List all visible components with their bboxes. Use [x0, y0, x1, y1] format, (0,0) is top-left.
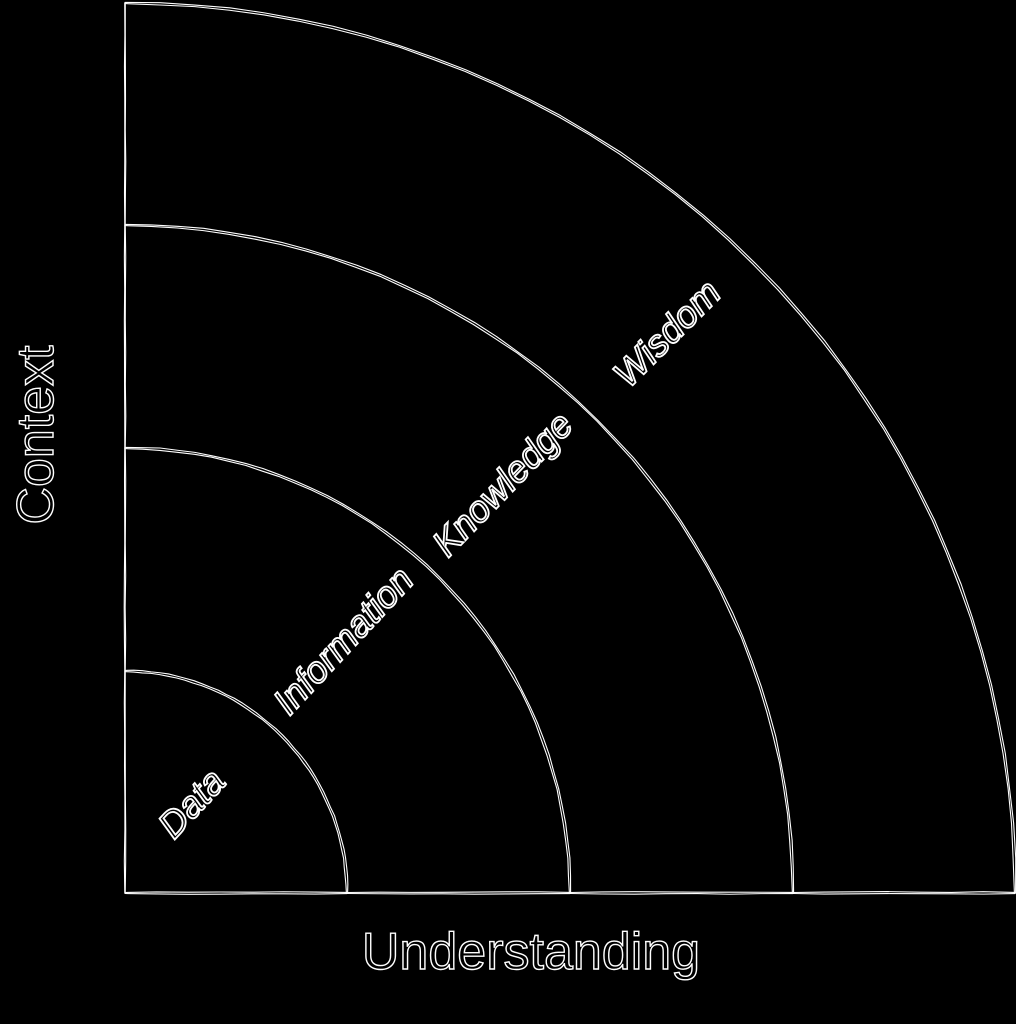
svg-text:Context: Context — [7, 345, 65, 525]
svg-text:Understanding: Understanding — [362, 923, 700, 981]
